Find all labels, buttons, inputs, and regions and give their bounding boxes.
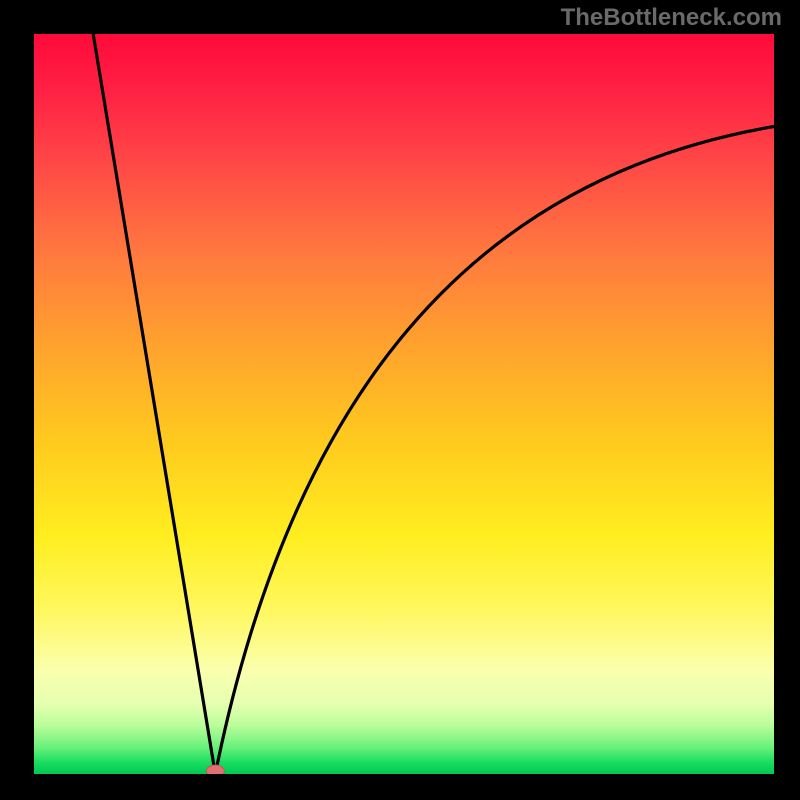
notch-marker [206,765,224,774]
bottleneck-curve [93,34,774,774]
curve-layer [34,34,774,774]
chart-stage: TheBottleneck.com [0,0,800,800]
watermark-text: TheBottleneck.com [561,4,782,32]
plot-area [34,34,774,774]
